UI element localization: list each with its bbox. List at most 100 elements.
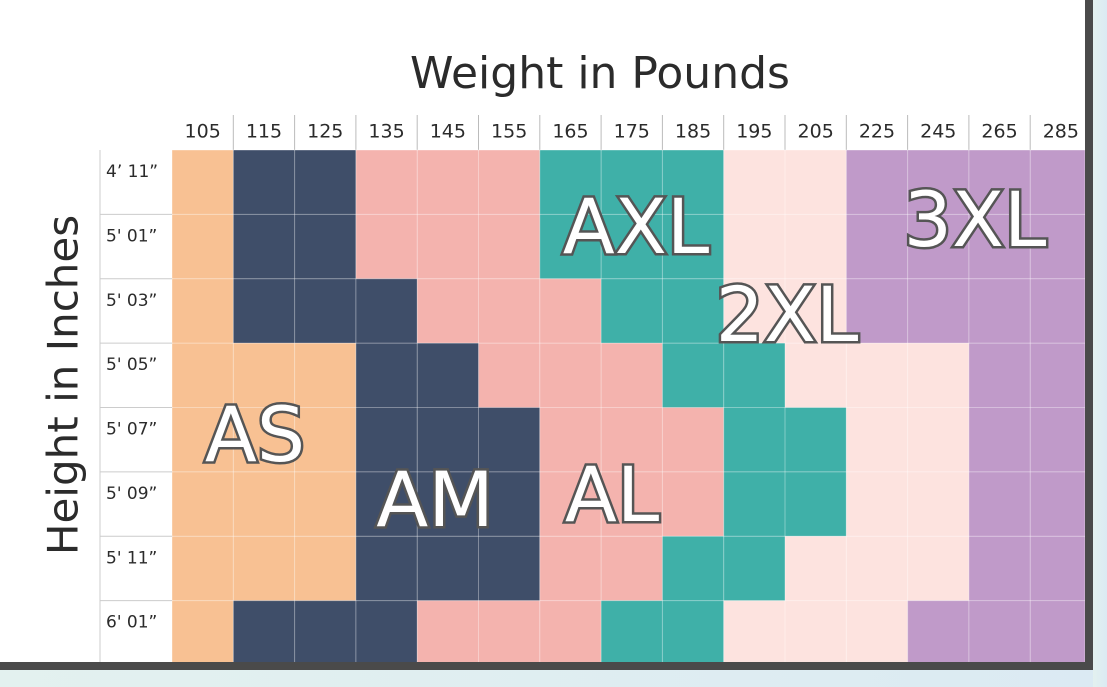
cell (846, 600, 908, 665)
cell (601, 407, 663, 472)
cell (723, 407, 785, 472)
cell (662, 278, 724, 344)
column-label: 155 (491, 121, 527, 143)
cell (723, 278, 785, 344)
cell (907, 600, 969, 665)
cell (662, 536, 724, 601)
cell (233, 214, 295, 279)
cell (417, 471, 479, 537)
cell (601, 536, 663, 601)
cell (539, 150, 602, 215)
row-label: 5' 09” (106, 484, 157, 504)
cell (539, 600, 602, 665)
cell (601, 600, 663, 665)
cell (785, 343, 847, 408)
column-label: 125 (307, 121, 343, 143)
cell (478, 278, 540, 344)
cell (846, 150, 908, 215)
cell (172, 536, 234, 601)
cell (417, 343, 479, 408)
cell (294, 343, 356, 408)
size-label: AM (376, 455, 494, 544)
cell (539, 407, 602, 472)
column-label: 245 (920, 121, 956, 143)
cell (172, 471, 234, 537)
cell (233, 278, 295, 344)
cell (601, 150, 663, 215)
cell (968, 214, 1031, 279)
cell (723, 150, 785, 215)
cell (723, 536, 785, 601)
cell (355, 407, 418, 472)
cell (907, 471, 969, 537)
cell (968, 150, 1031, 215)
cell (294, 214, 356, 279)
cell (233, 150, 295, 215)
cell (172, 407, 234, 472)
cell (907, 407, 969, 472)
column-label: 115 (246, 121, 282, 143)
cell (846, 536, 908, 601)
title: Weight in Pounds (410, 48, 790, 99)
cell (478, 150, 540, 215)
cell (1030, 150, 1085, 215)
frame (1085, 0, 1093, 670)
cell (172, 600, 234, 665)
cell (723, 471, 785, 537)
cell (907, 343, 969, 408)
cell (846, 471, 908, 537)
cell (478, 536, 540, 601)
row-label: 5' 07” (106, 420, 157, 440)
cell (355, 150, 418, 215)
cell (355, 343, 418, 408)
cell (478, 214, 540, 279)
cell (846, 343, 908, 408)
cell (172, 343, 234, 408)
cell (907, 150, 969, 215)
cell (601, 471, 663, 537)
cell (539, 278, 602, 344)
cell (662, 600, 724, 665)
cell (601, 343, 663, 408)
cell (417, 214, 479, 279)
column-label: 145 (430, 121, 466, 143)
cell (1030, 471, 1085, 537)
cell (355, 536, 418, 601)
cell (355, 214, 418, 279)
column-label: 135 (368, 121, 404, 143)
cell (233, 600, 295, 665)
row-label: 5' 03” (106, 291, 157, 311)
cell (355, 600, 418, 665)
cell (539, 214, 602, 279)
row-label: 6' 01” (106, 613, 157, 633)
cell (846, 214, 908, 279)
size-label: 2XL (716, 270, 859, 359)
column-label: 265 (981, 121, 1017, 143)
cell (785, 214, 847, 279)
cell (294, 407, 356, 472)
cell (478, 343, 540, 408)
cell (539, 536, 602, 601)
background-strip (1093, 0, 1107, 687)
cell (601, 214, 663, 279)
cell (968, 278, 1031, 344)
cell (785, 600, 847, 665)
cell (723, 214, 785, 279)
size-label: AXL (563, 182, 709, 271)
cell (601, 278, 663, 344)
cell (478, 471, 540, 537)
cell (1030, 343, 1085, 408)
cell (785, 278, 847, 344)
cell (233, 343, 295, 408)
row-label: 5' 11” (106, 548, 157, 568)
cell (539, 471, 602, 537)
cell (417, 600, 479, 665)
cell (478, 407, 540, 472)
background-strip (0, 668, 1107, 687)
cell (233, 407, 295, 472)
cell (907, 536, 969, 601)
cell (233, 536, 295, 601)
cell (785, 471, 847, 537)
cell (662, 471, 724, 537)
